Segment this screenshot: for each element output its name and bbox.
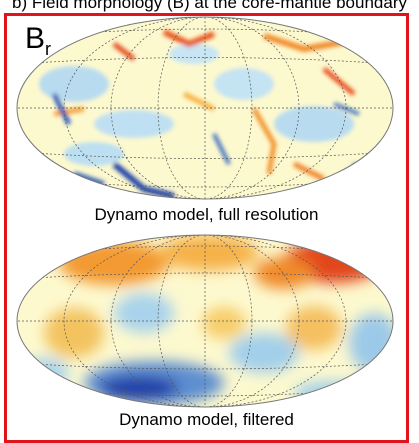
full-resolution-map [16,16,394,200]
figure-caption: b) Field morphology (B) at the core-mant… [12,0,407,12]
full-resolution-caption: Dynamo model, full resolution [94,205,319,224]
filtered-caption: Dynamo model, filtered [119,410,294,429]
fine-field-pattern [39,29,371,199]
filtered-map [16,234,394,408]
field-label: Br [25,22,52,59]
